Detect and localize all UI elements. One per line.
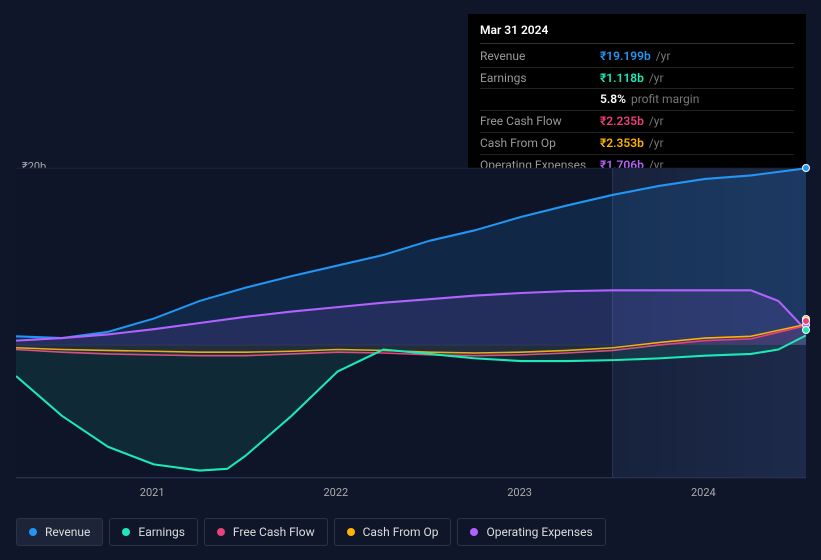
x-tick-label: 2024 [691,486,716,499]
legend-item-free-cash-flow[interactable]: Free Cash Flow [204,518,328,546]
legend-dot-icon [347,528,355,536]
tooltip-metric-suffix: profit margin [628,92,699,106]
x-tick-label: 2022 [324,486,349,499]
x-tick-label: 2023 [507,486,532,499]
tooltip-row: Earnings₹1.118b /yr [480,68,794,90]
tooltip-metric-label: Cash From Op [480,135,600,152]
tooltip-metric-value: ₹19.199b [600,49,651,63]
tooltip-row: Free Cash Flow₹2.235b /yr [480,111,794,133]
tooltip-metric-label: Earnings [480,70,600,87]
tooltip-metric-label: Free Cash Flow [480,113,600,130]
tooltip-metric-suffix: /yr [646,71,664,85]
tooltip-metric-value: ₹2.235b [600,114,644,128]
legend-dot-icon [122,528,130,536]
tooltip-metric-label: Revenue [480,48,600,65]
legend-label: Operating Expenses [486,525,592,539]
legend-item-revenue[interactable]: Revenue [16,518,103,546]
legend-item-cash-from-op[interactable]: Cash From Op [334,518,452,546]
tooltip-metric-label [480,91,600,108]
series-end-dot [802,164,810,172]
chart-legend: Revenue Earnings Free Cash Flow Cash From O… [16,518,606,546]
legend-item-earnings[interactable]: Earnings [109,518,198,546]
tooltip-metric-suffix: /yr [646,136,664,150]
tooltip-metric-value: 5.8% [600,92,626,106]
tooltip-metric-value: ₹1.118b [600,71,644,85]
legend-item-operating-expenses[interactable]: Operating Expenses [457,518,605,546]
legend-dot-icon [29,528,37,536]
financial-chart[interactable] [16,158,806,488]
tooltip-metric-value: ₹2.353b [600,136,644,150]
series-end-dot [802,317,810,325]
legend-dot-icon [470,528,478,536]
tooltip-date: Mar 31 2024 [480,22,794,44]
legend-label: Cash From Op [363,525,439,539]
legend-label: Revenue [45,525,90,539]
series-end-dot [802,326,810,334]
x-tick-label: 2021 [140,486,165,499]
tooltip-row: Cash From Op₹2.353b /yr [480,133,794,155]
tooltip-row: 5.8% profit margin [480,89,794,111]
legend-label: Free Cash Flow [233,525,315,539]
tooltip-row: Revenue₹19.199b /yr [480,46,794,68]
tooltip-metric-suffix: /yr [646,114,664,128]
legend-label: Earnings [138,525,185,539]
legend-dot-icon [217,528,225,536]
tooltip-metric-suffix: /yr [653,49,671,63]
